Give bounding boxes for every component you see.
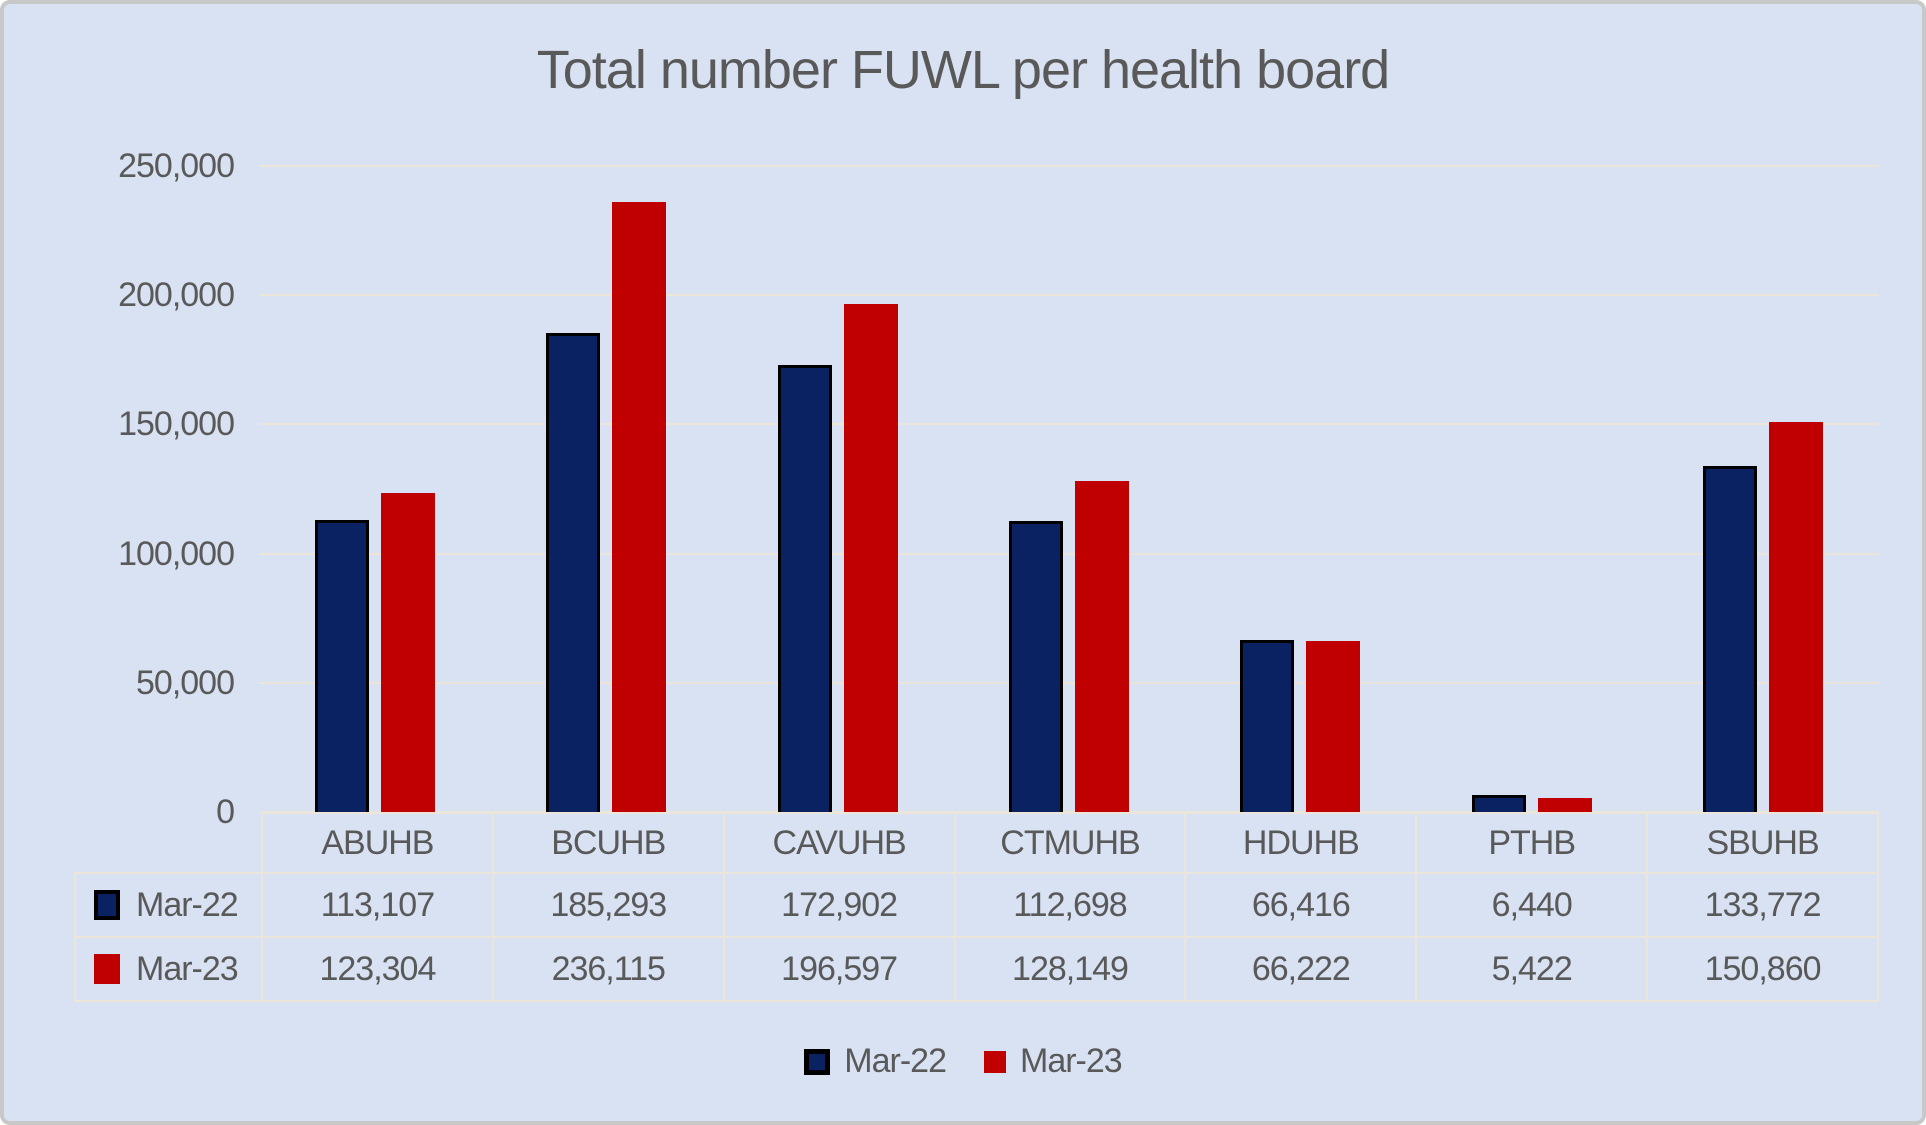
table-cell-mar-23-pthb: 5,422 bbox=[1417, 938, 1647, 1000]
table-cell-mar-23-bcuhb: 236,115 bbox=[493, 938, 723, 1000]
bar-group-hduhb bbox=[1185, 166, 1416, 812]
bar-mar-23-ctmuhb bbox=[1074, 481, 1129, 812]
legend-swatch-mar-22 bbox=[804, 1048, 831, 1075]
gridline bbox=[259, 682, 1879, 684]
bar-mar-23-pthb bbox=[1537, 798, 1592, 812]
table-row-label-mar-22: Mar-22 bbox=[76, 874, 261, 936]
bar-mar-23-abuhb bbox=[380, 493, 435, 812]
series-name-label: Mar-22 bbox=[136, 885, 239, 924]
series-color-swatch-mar-22 bbox=[94, 890, 120, 920]
bar-mar-22-abuhb bbox=[314, 520, 369, 812]
table-cell-mar-23-ctmuhb: 128,149 bbox=[955, 938, 1185, 1000]
bar-mar-22-hduhb bbox=[1240, 640, 1295, 812]
y-axis-tick-label: 150,000 bbox=[118, 405, 235, 444]
gridline bbox=[259, 553, 1879, 555]
bar-group-abuhb bbox=[259, 166, 490, 812]
y-axis-tick-label: 0 bbox=[216, 793, 235, 831]
bar-group-cavuhb bbox=[722, 166, 953, 812]
bar-mar-23-hduhb bbox=[1306, 641, 1361, 812]
table-cell-mar-23-sbuhb: 150,860 bbox=[1648, 938, 1877, 1000]
series-color-swatch-mar-23 bbox=[94, 954, 120, 984]
bar-group-bcuhb bbox=[490, 166, 721, 812]
bar-mar-22-cavuhb bbox=[777, 365, 832, 812]
table-header-sbuhb: SBUHB bbox=[1648, 814, 1877, 872]
bar-mar-22-ctmuhb bbox=[1008, 521, 1063, 812]
bar-group-sbuhb bbox=[1648, 166, 1879, 812]
plot-area bbox=[259, 165, 1879, 813]
table-cell-mar-23-abuhb: 123,304 bbox=[263, 938, 492, 1000]
table-corner-cell bbox=[76, 814, 261, 872]
legend-label: Mar-22 bbox=[844, 1042, 947, 1080]
table-cell-mar-22-ctmuhb: 112,698 bbox=[955, 874, 1185, 936]
table-cell-mar-22-cavuhb: 172,902 bbox=[724, 874, 954, 936]
table-cell-mar-23-cavuhb: 196,597 bbox=[724, 938, 954, 1000]
table-row-label-mar-23: Mar-23 bbox=[76, 938, 261, 1000]
y-axis-tick-label: 250,000 bbox=[118, 147, 235, 185]
legend-item-mar-23: Mar-23 bbox=[984, 1042, 1123, 1081]
bar-group-ctmuhb bbox=[953, 166, 1184, 812]
bar-mar-23-sbuhb bbox=[1769, 422, 1824, 812]
table-cell-mar-23-hduhb: 66,222 bbox=[1186, 938, 1416, 1000]
data-table: ABUHB BCUHB CAVUHB CTMUHB HDUHB PTHB SBUHB Mar-… bbox=[74, 812, 1879, 1002]
legend-item-mar-22: Mar-22 bbox=[804, 1042, 947, 1081]
gridline bbox=[259, 294, 1879, 296]
bar-group-pthb bbox=[1416, 166, 1647, 812]
legend-label: Mar-23 bbox=[1020, 1042, 1123, 1080]
table-corner-patch bbox=[74, 812, 76, 872]
bar-mar-23-bcuhb bbox=[612, 202, 667, 812]
table-cell-mar-22-abuhb: 113,107 bbox=[263, 874, 492, 936]
y-axis-tick-label: 100,000 bbox=[118, 534, 235, 573]
table-header-cavuhb: CAVUHB bbox=[724, 814, 954, 872]
chart-title: Total number FUWL per health board bbox=[536, 40, 1390, 100]
gridline bbox=[259, 423, 1879, 425]
bar-mar-22-pthb bbox=[1471, 795, 1526, 812]
table-corner-patch bbox=[74, 812, 261, 814]
y-axis-tick-label: 50,000 bbox=[136, 663, 235, 702]
y-axis-tick-label: 200,000 bbox=[118, 276, 235, 315]
table-header-abuhb: ABUHB bbox=[263, 814, 492, 872]
table-header-pthb: PTHB bbox=[1417, 814, 1647, 872]
series-name-label: Mar-23 bbox=[136, 949, 239, 988]
legend-swatch-mar-23 bbox=[984, 1050, 1006, 1073]
table-header-bcuhb: BCUHB bbox=[493, 814, 723, 872]
bar-mar-22-sbuhb bbox=[1703, 466, 1758, 812]
table-header-hduhb: HDUHB bbox=[1186, 814, 1416, 872]
table-cell-mar-22-hduhb: 66,416 bbox=[1186, 874, 1416, 936]
table-cell-mar-22-sbuhb: 133,772 bbox=[1648, 874, 1877, 936]
bar-mar-23-cavuhb bbox=[843, 304, 898, 812]
gridline bbox=[259, 165, 1879, 167]
table-cell-mar-22-pthb: 6,440 bbox=[1417, 874, 1647, 936]
legend: Mar-22 Mar-23 bbox=[4, 1042, 1922, 1081]
table-cell-mar-22-bcuhb: 185,293 bbox=[493, 874, 723, 936]
bar-mar-22-bcuhb bbox=[546, 333, 601, 812]
table-header-ctmuhb: CTMUHB bbox=[955, 814, 1185, 872]
